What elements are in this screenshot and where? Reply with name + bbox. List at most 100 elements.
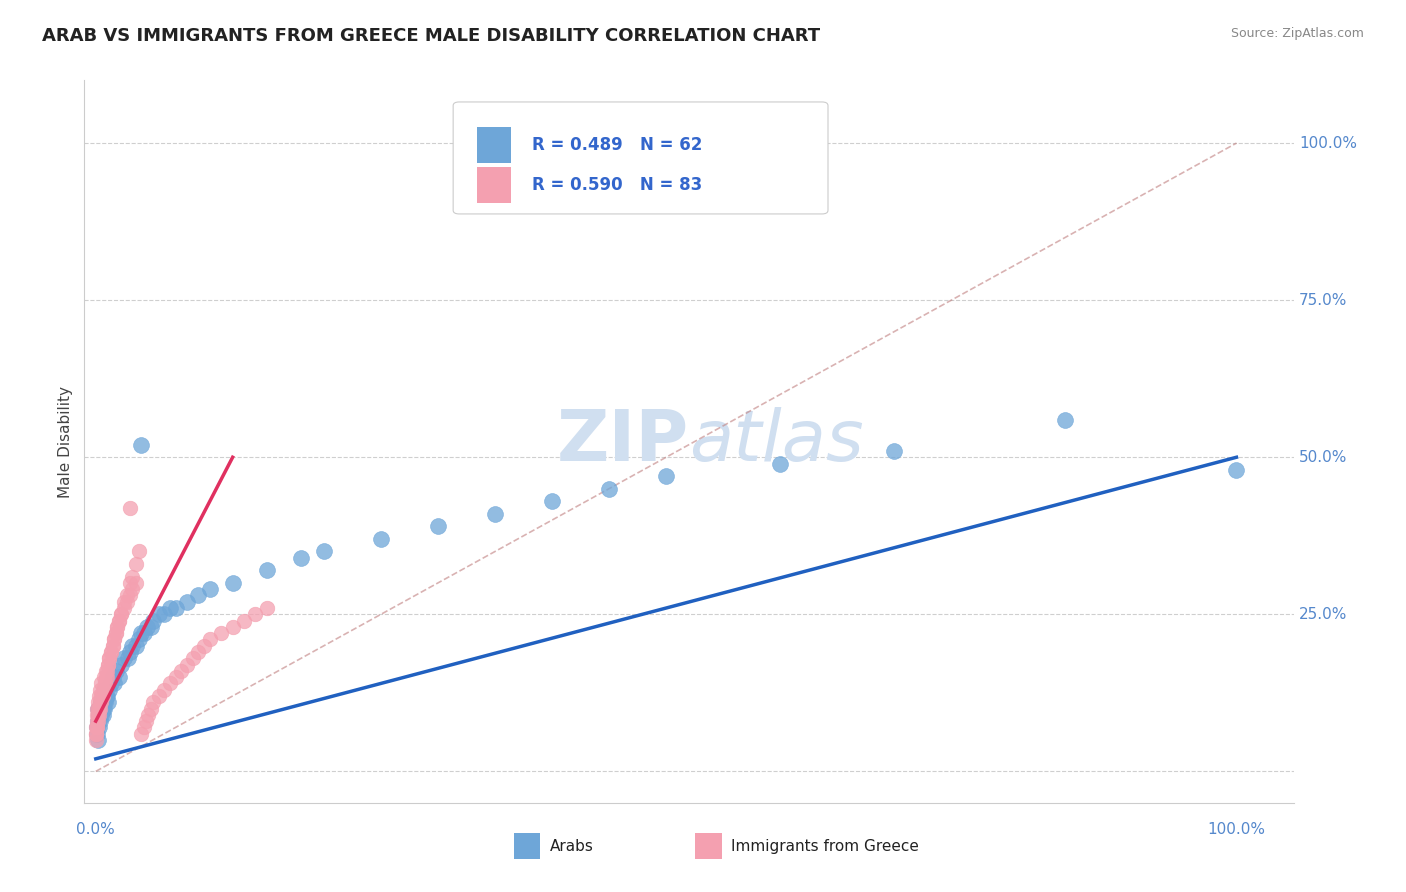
Point — [96, 689, 118, 703]
Point — [1054, 412, 1077, 426]
Point — [256, 563, 278, 577]
Point — [94, 695, 117, 709]
Point — [100, 676, 122, 690]
Point — [598, 482, 620, 496]
Point — [112, 651, 135, 665]
Point — [89, 707, 111, 722]
Point — [131, 727, 153, 741]
Point — [101, 639, 124, 653]
Point — [121, 639, 143, 653]
Point — [132, 626, 155, 640]
Point — [221, 575, 243, 590]
Point — [89, 714, 111, 728]
FancyBboxPatch shape — [478, 128, 512, 163]
Point — [90, 676, 112, 690]
Point — [165, 670, 187, 684]
Point — [93, 701, 115, 715]
Point — [89, 695, 111, 709]
Point — [89, 720, 111, 734]
Point — [125, 639, 148, 653]
Point — [107, 614, 129, 628]
Point — [655, 469, 678, 483]
Point — [103, 676, 125, 690]
Point — [94, 676, 117, 690]
Point — [97, 657, 120, 672]
FancyBboxPatch shape — [453, 102, 828, 214]
Text: 0.0%: 0.0% — [76, 822, 115, 837]
Point — [89, 682, 111, 697]
Point — [181, 651, 204, 665]
Point — [136, 620, 159, 634]
Point — [107, 614, 129, 628]
Point — [117, 651, 139, 665]
Point — [121, 582, 143, 597]
Point — [125, 575, 148, 590]
Point — [115, 589, 138, 603]
Text: Source: ZipAtlas.com: Source: ZipAtlas.com — [1230, 27, 1364, 40]
Point — [176, 657, 198, 672]
Point — [89, 689, 111, 703]
Point — [87, 714, 110, 728]
Point — [93, 670, 115, 684]
Point — [97, 657, 120, 672]
Point — [541, 494, 564, 508]
Text: ARAB VS IMMIGRANTS FROM GREECE MALE DISABILITY CORRELATION CHART: ARAB VS IMMIGRANTS FROM GREECE MALE DISA… — [42, 27, 820, 45]
Point — [105, 664, 128, 678]
Point — [209, 626, 232, 640]
Point — [115, 595, 138, 609]
Point — [84, 727, 107, 741]
Point — [90, 707, 112, 722]
Point — [89, 701, 111, 715]
Point — [91, 707, 114, 722]
Point — [187, 589, 209, 603]
Point — [96, 664, 118, 678]
Point — [103, 632, 125, 647]
Point — [153, 682, 176, 697]
Text: 75.0%: 75.0% — [1299, 293, 1347, 308]
Point — [142, 614, 165, 628]
Point — [87, 695, 110, 709]
Point — [159, 676, 181, 690]
Point — [131, 626, 153, 640]
Point — [118, 500, 141, 515]
Point — [107, 620, 129, 634]
Point — [118, 645, 141, 659]
Point — [110, 607, 132, 622]
Point — [97, 695, 120, 709]
Point — [110, 607, 132, 622]
Point — [159, 601, 181, 615]
FancyBboxPatch shape — [695, 833, 721, 859]
Point — [87, 714, 110, 728]
Point — [87, 701, 110, 715]
Point — [86, 727, 108, 741]
Point — [112, 595, 135, 609]
Point — [86, 714, 108, 728]
Point — [135, 714, 157, 728]
Point — [153, 607, 176, 622]
Point — [87, 733, 110, 747]
Point — [86, 720, 108, 734]
Point — [148, 689, 170, 703]
Text: atlas: atlas — [689, 407, 863, 476]
Point — [103, 632, 125, 647]
Point — [769, 457, 792, 471]
Text: 100.0%: 100.0% — [1208, 822, 1265, 837]
Point — [105, 626, 128, 640]
Point — [90, 695, 112, 709]
Point — [87, 701, 110, 715]
Point — [165, 601, 187, 615]
Point — [198, 632, 221, 647]
Y-axis label: Male Disability: Male Disability — [58, 385, 73, 498]
Point — [128, 544, 150, 558]
Point — [107, 670, 129, 684]
Point — [139, 620, 162, 634]
Point — [86, 707, 108, 722]
Point — [176, 595, 198, 609]
Point — [93, 695, 115, 709]
Point — [98, 651, 121, 665]
Point — [128, 632, 150, 647]
Point — [89, 701, 111, 715]
Point — [245, 607, 267, 622]
Point — [290, 550, 312, 565]
FancyBboxPatch shape — [513, 833, 540, 859]
